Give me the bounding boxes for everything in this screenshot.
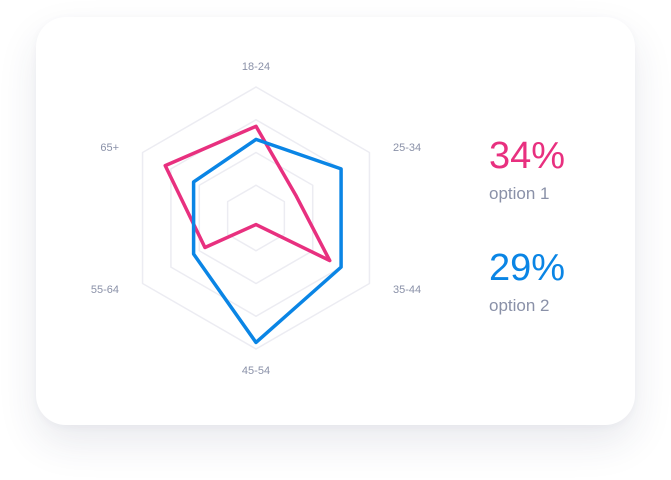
axis-label-55-64: 55-64 — [91, 284, 119, 296]
grid-ring-4 — [141, 86, 371, 350]
option-2-percentage: 29% — [489, 247, 566, 289]
option-2-label: option 2 — [489, 296, 550, 315]
grid-ring-3 — [170, 118, 342, 318]
chart-card — [36, 17, 635, 425]
axis-label-45-54: 45-54 — [242, 365, 270, 377]
option-1-percentage: 34% — [489, 135, 566, 177]
legend-option-1: 34% option 1 — [489, 137, 565, 204]
option-1-label: option 1 — [489, 184, 550, 203]
radar-series — [163, 124, 343, 345]
radar-axis-labels: 18-24 25-34 35-44 45-54 55-64 65+ — [91, 61, 421, 377]
legend-option-2: 29% option 2 — [489, 249, 565, 316]
grid-ring-1 — [226, 184, 286, 252]
axis-label-18-24: 18-24 — [242, 61, 270, 73]
axis-label-25-34: 25-34 — [393, 142, 421, 154]
series-option-1-line — [163, 124, 332, 263]
series-option-2-line — [191, 137, 343, 345]
grid-ring-2 — [198, 151, 314, 285]
axis-label-65plus: 65+ — [100, 142, 119, 154]
axis-label-35-44: 35-44 — [393, 284, 421, 296]
